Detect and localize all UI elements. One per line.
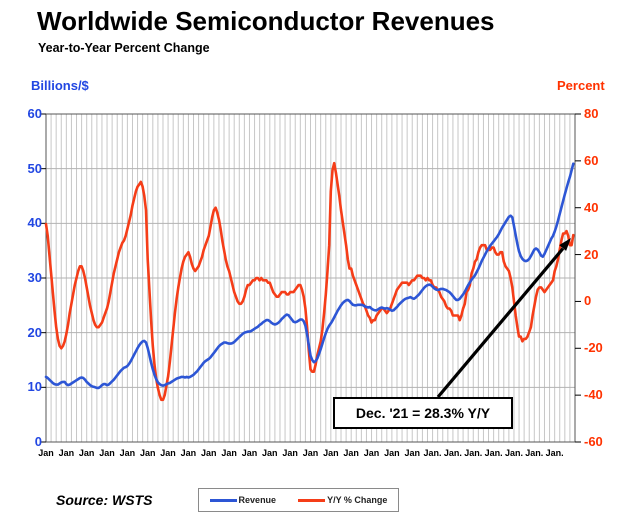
left-axis-tick-label: 50 [27,160,42,176]
x-axis-tick-label: Jan'06 [241,448,258,458]
x-axis-tick-label: Jan'02 [160,448,176,458]
x-axis-tick-label: Jan'99 [99,448,115,458]
x-axis-tick-label: Jan'00 [119,448,136,458]
annotation-callout: Dec. '21 = 28.3% Y/Y [333,397,513,429]
revenue-line-icon [209,498,237,502]
yoy-line-icon [298,498,326,502]
source-label: Source: WSTS [56,492,153,508]
x-axis-tick-label: Jan.'20 [525,448,544,458]
x-axis-tick-label: Jan.'15 [423,448,442,458]
left-axis-tick-label: 20 [27,324,42,340]
legend-label-yoy: Y/Y % Change [327,495,388,505]
x-axis-tick-label: Jan.'17 [464,448,483,458]
right-axis-tick-label: -20 [584,340,603,356]
right-axis-tick-label: -40 [584,387,603,403]
right-axis-tick-label: 60 [584,152,599,168]
chart-title: Worldwide Semiconductor Revenues [37,6,495,36]
x-axis-tick-label: Jan'09 [302,448,319,458]
right-axis-tick-label: 80 [584,106,599,121]
x-axis-tick-label: Jan.'18 [484,448,503,458]
legend-label-revenue: Revenue [238,495,277,505]
legend-item-yoy: Y/Y % Change [298,495,387,505]
x-axis-tick-label: Jan'96 [38,448,54,458]
legend-item-revenue: Revenue [209,495,277,505]
x-axis-tick-label: Jan'10 [323,448,339,458]
annotation-text: Dec. '21 = 28.3% Y/Y [355,405,491,421]
right-axis-tick-label: 40 [584,199,599,215]
x-axis-tick-label: Jan.'16 [443,448,462,458]
right-axis-tick-label: 0 [584,293,592,309]
x-axis-tick-label: Jan'11 [343,448,359,458]
x-axis-tick-label: Jan'97 [58,448,75,458]
x-axis-tick-label: Jan'13 [384,448,400,458]
left-axis-tick-label: 40 [27,215,42,231]
x-axis-tick-label: Jan'04 [201,448,217,458]
x-axis-tick-label: Jan.'21 [545,448,564,458]
x-axis-tick-label: Jan'05 [221,448,237,458]
right-axis-title: Percent [557,78,605,93]
x-axis-tick-label: Jan.'19 [504,448,523,458]
x-axis-tick-label: Jan'07 [262,448,278,458]
right-axis-tick-label: 20 [584,246,599,262]
left-axis-tick-label: 30 [27,270,42,285]
x-axis-tick-label: Jan'01 [139,448,156,458]
left-axis-tick-label: 60 [27,106,42,121]
left-axis-tick-label: 10 [27,379,42,395]
x-axis-tick-label: Jan'03 [180,448,197,458]
left-axis-tick-label: 0 [34,434,42,449]
x-axis-tick-label: Jan'14 [404,448,420,458]
left-axis-title: Billions/$ [31,78,89,93]
legend-box: Revenue Y/Y % Change [198,488,399,512]
x-axis-tick-label: Jan'12 [363,448,380,458]
right-axis-tick-label: -60 [584,434,603,449]
x-axis-tick-label: Jan'08 [282,448,298,458]
chart-subtitle: Year-to-Year Percent Change [38,41,210,55]
x-axis-tick-label: Jan'98 [78,448,95,458]
